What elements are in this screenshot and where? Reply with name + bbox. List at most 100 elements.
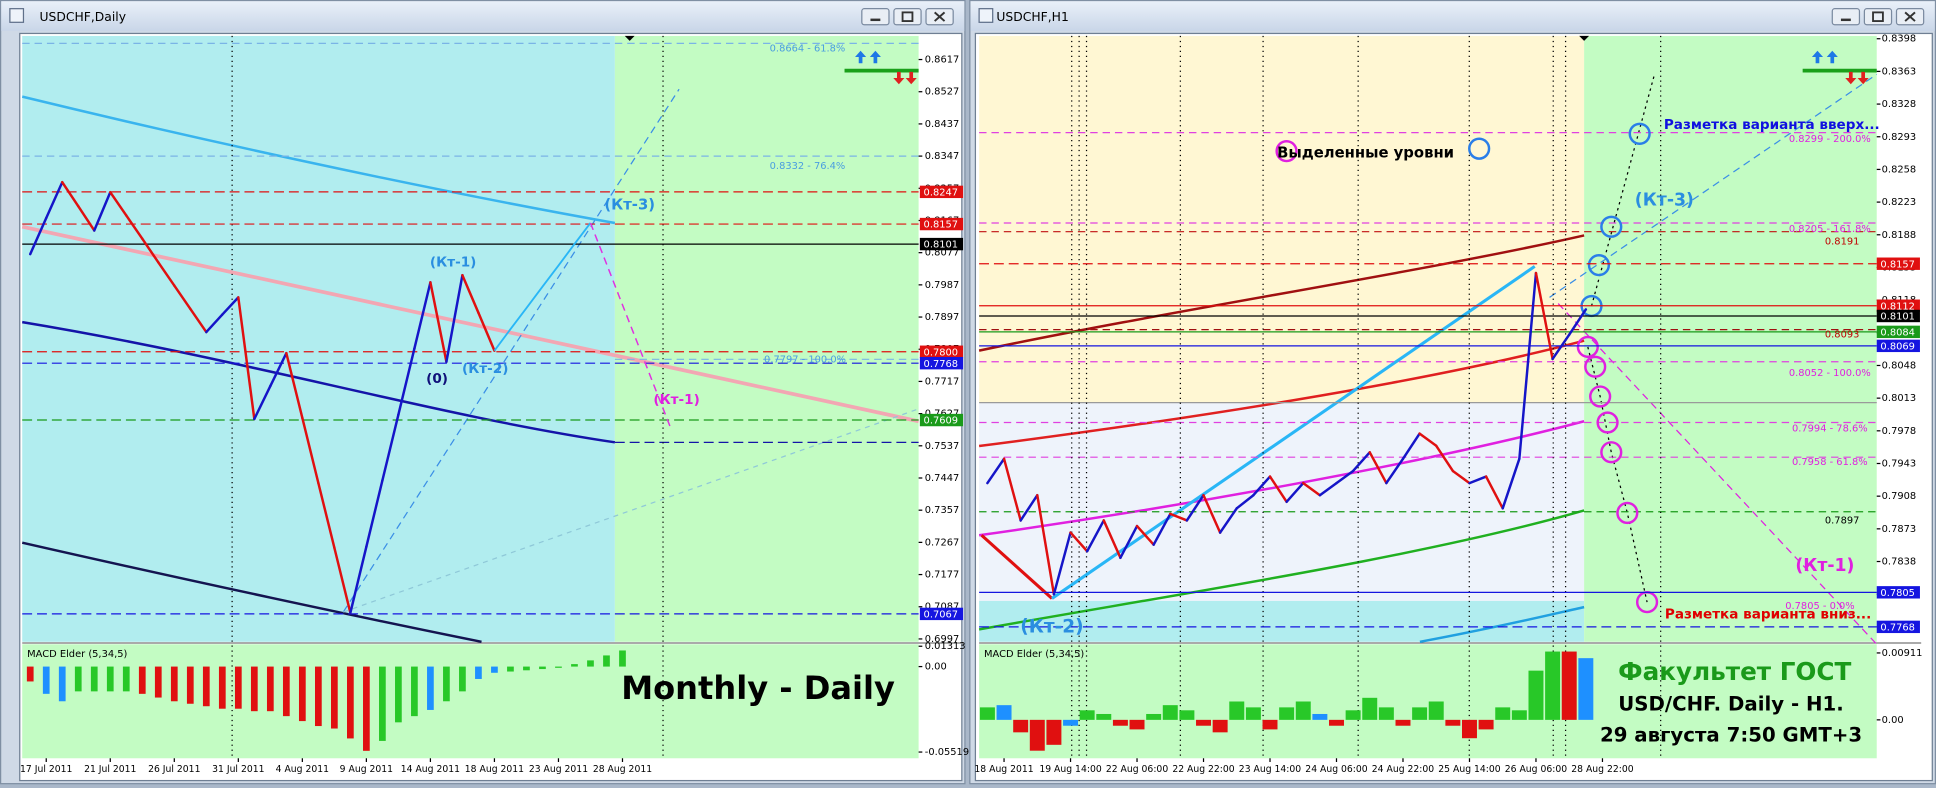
macd-bar bbox=[42, 666, 50, 694]
macd-bar bbox=[1362, 697, 1378, 720]
x-tick-label: 24 Aug 06:00 bbox=[1305, 764, 1367, 775]
price-tag-label: 0.8157 bbox=[924, 220, 959, 231]
annotation: (Кт-1) bbox=[1795, 556, 1854, 576]
macd-bar bbox=[90, 666, 98, 692]
price-segment bbox=[397, 347, 416, 416]
up-arrow bbox=[869, 50, 881, 64]
macd-bar bbox=[1445, 719, 1461, 726]
macd-bar bbox=[1461, 719, 1477, 739]
annotation: 0.7994 - 78.6% bbox=[1792, 424, 1868, 435]
price-segment bbox=[1534, 271, 1554, 361]
price-segment bbox=[1069, 531, 1089, 553]
macd-bar bbox=[1096, 713, 1112, 720]
price-tag bbox=[919, 356, 964, 370]
annotation: Факультет ГОСТ bbox=[1618, 657, 1851, 686]
projection-line bbox=[493, 222, 592, 352]
chart-data: 0.86170.85270.84370.83470.82570.81670.80… bbox=[20, 34, 1922, 775]
level-circle bbox=[1468, 137, 1491, 160]
macd-bar bbox=[459, 666, 466, 692]
price-segment bbox=[429, 281, 448, 363]
y-tick-label: 0.01313 bbox=[925, 641, 966, 652]
price-segment bbox=[61, 180, 80, 208]
x-tick-label: 18 Aug 2011 bbox=[465, 764, 524, 775]
title-bar bbox=[970, 1, 1935, 31]
price-tag bbox=[1876, 325, 1920, 339]
x-tick-label: 19 Aug 14:00 bbox=[1039, 764, 1101, 775]
y-tick-label: 0.8398 bbox=[1882, 34, 1917, 45]
maximize-button[interactable] bbox=[893, 8, 922, 26]
annotation: 0.7897 bbox=[1825, 515, 1860, 526]
price-segment bbox=[285, 351, 304, 420]
down-arrow bbox=[1845, 71, 1857, 85]
y-tick-label: 0.7897 bbox=[925, 312, 960, 323]
macd-bar bbox=[266, 666, 274, 712]
price-tag-label: 0.7067 bbox=[924, 610, 959, 621]
macd-bar bbox=[1129, 719, 1145, 730]
x-tick-label: 24 Aug 22:00 bbox=[1372, 764, 1434, 775]
price-tag-label: 0.8069 bbox=[1880, 341, 1915, 352]
y-tick-label: 0.8048 bbox=[1882, 360, 1917, 371]
price-segment bbox=[1435, 444, 1455, 473]
price-segment bbox=[1036, 493, 1056, 596]
y-tick-label: 0.7978 bbox=[1882, 426, 1917, 437]
price-segment bbox=[349, 545, 368, 615]
annotation: 0.7805 - 0.0% bbox=[1785, 601, 1854, 612]
trend-line bbox=[980, 534, 1053, 600]
y-tick-label: 0.00 bbox=[1882, 715, 1904, 726]
y-tick-label: 0.8617 bbox=[925, 55, 960, 66]
macd-bar bbox=[330, 666, 338, 729]
price-tag-label: 0.7768 bbox=[924, 359, 959, 370]
y-tick-label: 0.8013 bbox=[1882, 393, 1917, 404]
price-segment bbox=[1119, 524, 1139, 560]
price-tag bbox=[1876, 257, 1920, 270]
macd-bar bbox=[170, 666, 178, 702]
x-tick-label: 28 Aug 2011 bbox=[593, 764, 652, 775]
macd-bar bbox=[26, 666, 34, 682]
macd-bar bbox=[1046, 719, 1062, 745]
price-segment bbox=[253, 384, 272, 421]
price-segment bbox=[477, 311, 496, 352]
x-tick-label: 22 Aug 06:00 bbox=[1106, 764, 1168, 775]
annotation: 0.8299 - 200.0% bbox=[1789, 134, 1871, 145]
macd-bar bbox=[1561, 651, 1577, 720]
chart-zone bbox=[979, 402, 1585, 601]
macd-bar bbox=[74, 666, 82, 692]
y-tick-label: 0.8328 bbox=[1882, 99, 1917, 110]
macd-bar bbox=[996, 705, 1012, 720]
price-segment bbox=[1135, 524, 1155, 546]
close-glyph bbox=[1904, 11, 1916, 22]
annotation: Monthly - Daily bbox=[621, 669, 895, 707]
macd-bar bbox=[218, 666, 226, 709]
macd-bar bbox=[122, 666, 130, 692]
level-circle bbox=[1576, 335, 1599, 359]
annotation: Разметка варианта вверх... bbox=[1664, 117, 1880, 133]
macd-bar bbox=[1412, 707, 1428, 720]
price-segment bbox=[1302, 481, 1322, 497]
macd-bar bbox=[1312, 713, 1328, 720]
annotation: (Кт-3) bbox=[1635, 191, 1694, 211]
macd-bar bbox=[411, 666, 418, 717]
macd-bar bbox=[443, 666, 450, 702]
maximize-button[interactable] bbox=[1863, 8, 1893, 26]
price-segment bbox=[333, 546, 352, 615]
price-segment bbox=[1102, 519, 1122, 560]
price-segment bbox=[1152, 512, 1172, 546]
price-segment bbox=[109, 190, 128, 217]
y-tick-label: 0.8347 bbox=[925, 151, 960, 162]
price-tag-label: 0.8157 bbox=[1880, 259, 1915, 270]
macd-bar bbox=[523, 666, 530, 671]
minimize-button[interactable] bbox=[861, 8, 890, 26]
macd-bar bbox=[1295, 701, 1311, 720]
price-tag bbox=[919, 607, 964, 621]
price-segment bbox=[173, 284, 192, 311]
y-tick-label: 0.7087 bbox=[925, 602, 960, 613]
minimize-button[interactable] bbox=[1831, 8, 1861, 26]
price-segment bbox=[1385, 457, 1405, 485]
macd-bar bbox=[1528, 670, 1544, 720]
price-segment bbox=[93, 190, 112, 232]
macd-bar bbox=[1495, 707, 1511, 720]
price-tag-label: 0.8112 bbox=[1880, 301, 1915, 312]
macd-bar bbox=[58, 666, 66, 702]
macd-bar bbox=[427, 666, 434, 710]
price-tag-label: 0.7800 bbox=[924, 347, 959, 358]
